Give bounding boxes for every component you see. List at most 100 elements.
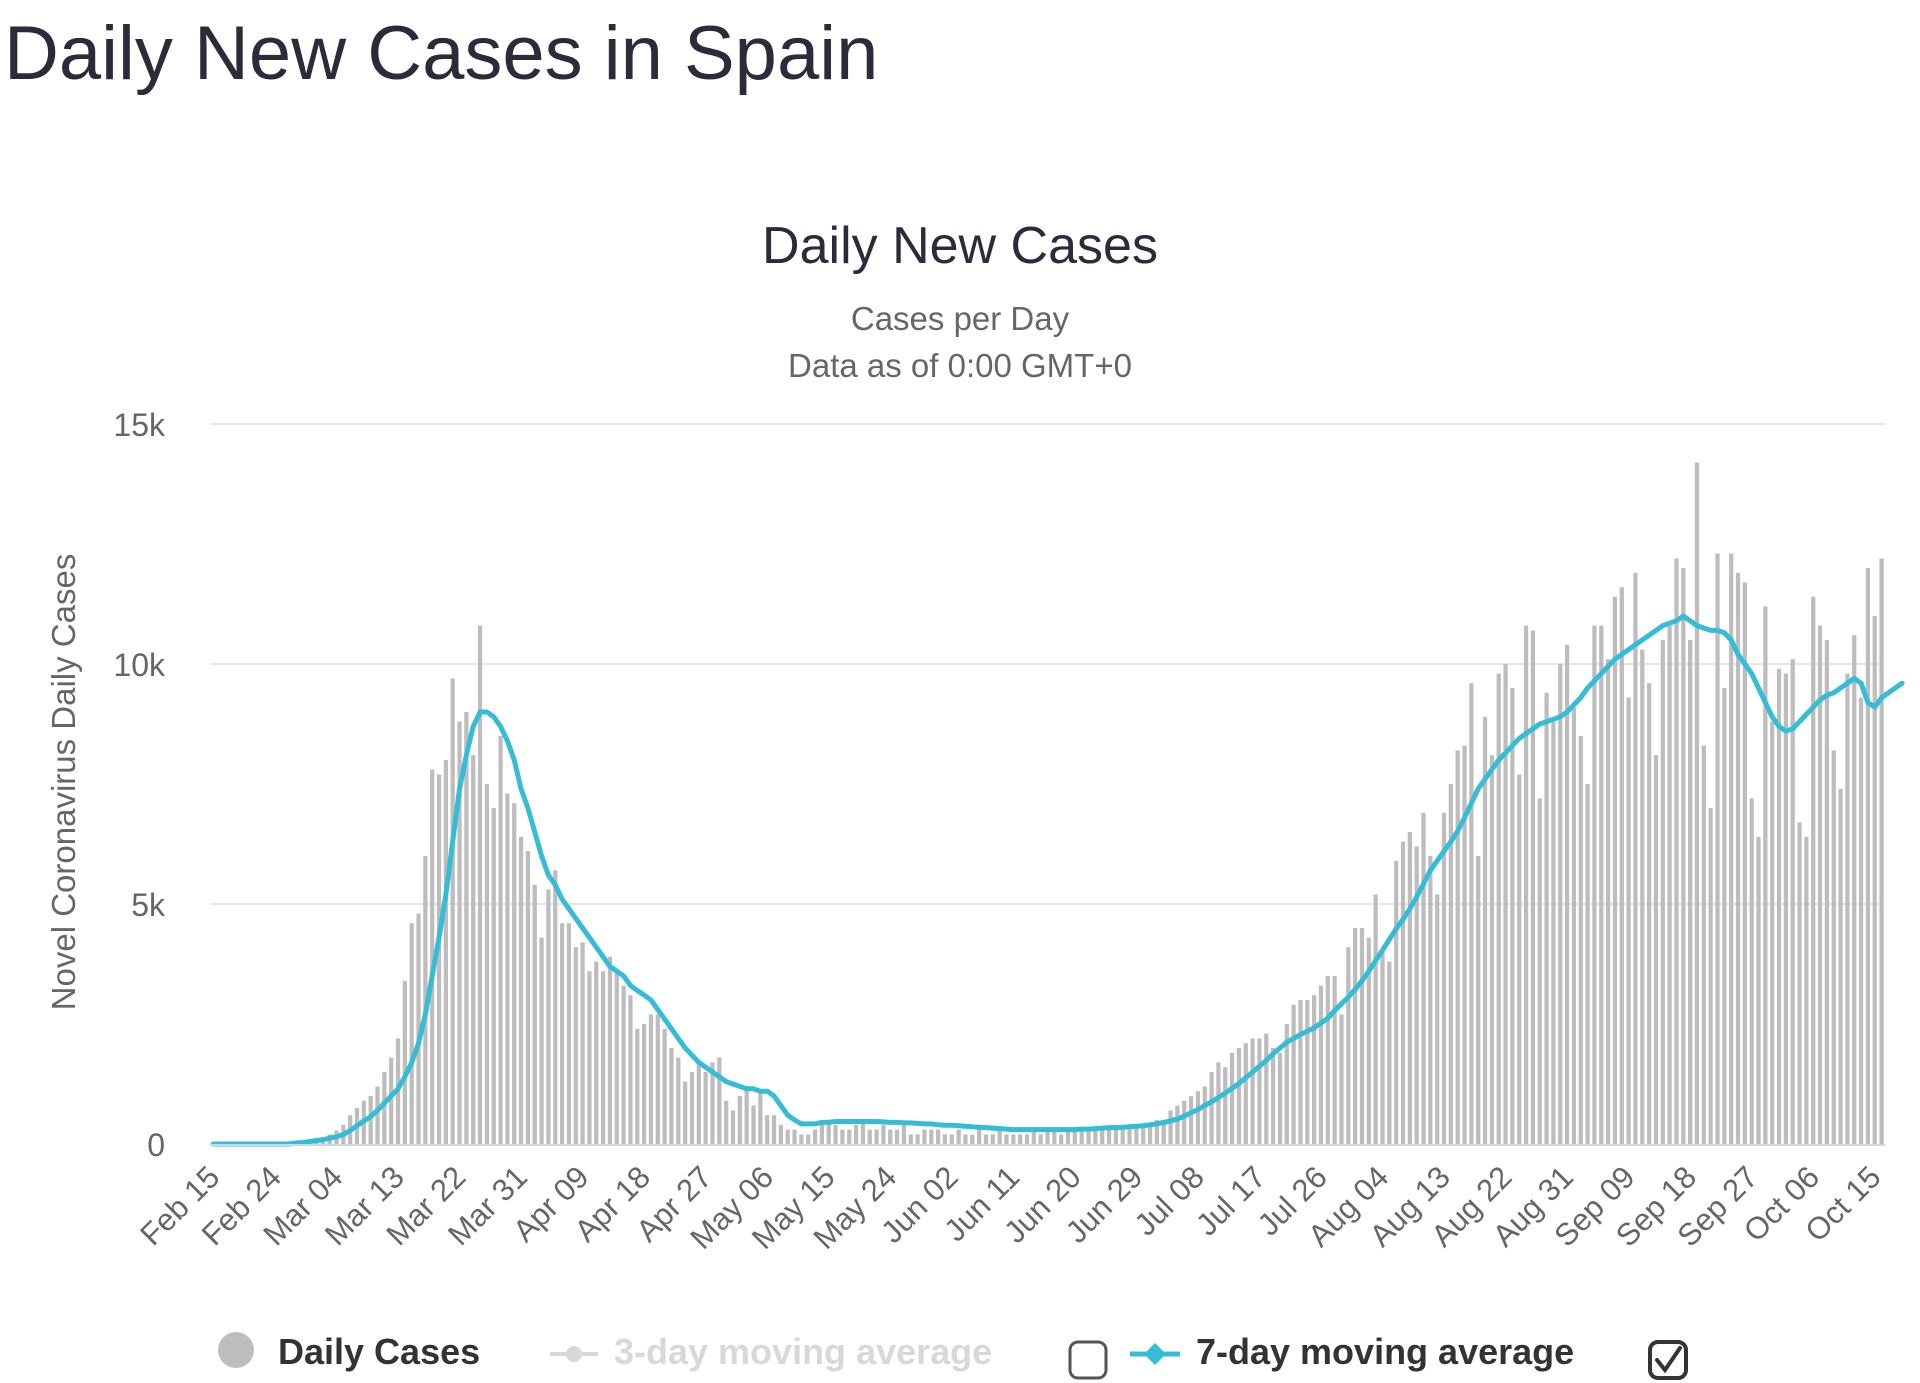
daily-cases-bar xyxy=(1605,659,1611,1144)
daily-cases-bar xyxy=(553,870,558,1144)
daily-cases-bar xyxy=(539,937,544,1144)
daily-cases-bar xyxy=(765,1115,770,1144)
daily-cases-bar xyxy=(689,1072,695,1144)
daily-cases-bar xyxy=(1270,1048,1276,1144)
daily-cases-bar xyxy=(491,808,496,1144)
daily-cases-bar xyxy=(1202,1086,1207,1144)
daily-cases-bar xyxy=(1373,894,1378,1144)
daily-cases-bar xyxy=(1599,625,1604,1144)
daily-cases-bar xyxy=(860,1120,866,1144)
daily-cases-bar xyxy=(1359,928,1365,1144)
daily-cases-bar xyxy=(1879,558,1884,1144)
daily-cases-bar xyxy=(1011,1134,1016,1144)
daily-cases-bar xyxy=(471,755,476,1144)
daily-cases-bar xyxy=(1079,1129,1084,1144)
daily-cases-bar xyxy=(1735,572,1741,1144)
daily-cases-bar xyxy=(498,736,503,1144)
ma3-checkbox[interactable] xyxy=(1068,1340,1108,1380)
daily-cases-bar xyxy=(1496,673,1501,1144)
daily-cases-bar xyxy=(375,1086,380,1144)
daily-cases-bar xyxy=(1482,716,1488,1144)
daily-cases-bar xyxy=(949,1134,954,1144)
daily-cases-bar xyxy=(1031,1129,1036,1144)
daily-cases-bar xyxy=(430,769,435,1144)
ma7-legend-label: 7-day moving average xyxy=(1196,1331,1574,1372)
daily-cases-bar xyxy=(1667,625,1672,1144)
daily-cases-bar xyxy=(1441,812,1447,1144)
daily-cases-bar xyxy=(751,1105,756,1144)
daily-cases-bar xyxy=(409,923,414,1144)
legend-item-ma7[interactable]: 7-day moving average xyxy=(1130,1331,1574,1372)
daily-cases-bar xyxy=(1120,1124,1125,1144)
chart-subtitle-line2: Data as of 0:00 GMT+0 xyxy=(788,347,1132,384)
daily-cases-bar xyxy=(1530,630,1536,1144)
daily-cases-bar xyxy=(901,1124,907,1144)
daily-cases-bar xyxy=(1435,894,1440,1144)
daily-cases-bar xyxy=(587,971,592,1144)
daily-cases-bar xyxy=(1694,462,1700,1144)
daily-cases-bar xyxy=(464,712,469,1144)
daily-cases-bar xyxy=(1065,1129,1071,1144)
daily-cases-bar xyxy=(1804,836,1809,1144)
daily-cases-bar xyxy=(710,1062,715,1144)
daily-cases-bar xyxy=(580,942,585,1144)
daily-cases-bar xyxy=(785,1129,790,1144)
daily-cases-bar xyxy=(1708,808,1713,1144)
daily-cases-bar xyxy=(942,1134,948,1144)
daily-cases-bar xyxy=(1106,1129,1112,1144)
daily-cases-bar xyxy=(1503,664,1508,1144)
daily-cases-bar xyxy=(1325,976,1330,1144)
daily-cases-bar xyxy=(1216,1062,1221,1144)
daily-cases-bar xyxy=(1175,1105,1180,1144)
daily-cases-bar xyxy=(1455,750,1460,1144)
daily-cases-bar xyxy=(1585,784,1590,1144)
daily-cases-bar xyxy=(833,1124,838,1144)
daily-cases-legend-label: Daily Cases xyxy=(278,1331,480,1372)
daily-cases-bar xyxy=(559,923,565,1144)
y-tick-label: 5k xyxy=(131,887,166,923)
daily-cases-bar xyxy=(929,1129,934,1144)
daily-cases-bar xyxy=(642,1024,647,1144)
ma3-legend-marker xyxy=(566,1346,582,1362)
daily-cases-bar xyxy=(970,1134,975,1144)
daily-cases-bar xyxy=(566,923,572,1144)
chart-subtitle-line1: Cases per Day xyxy=(851,300,1070,337)
daily-cases-bar xyxy=(1523,625,1529,1144)
daily-cases-bar xyxy=(1195,1091,1201,1144)
daily-cases-bar xyxy=(1428,856,1433,1144)
daily-cases-bar xyxy=(908,1134,913,1144)
chart-title: Daily New Cases xyxy=(762,217,1158,275)
daily-cases-bars xyxy=(272,462,1884,1144)
daily-cases-bar xyxy=(1284,1024,1289,1144)
daily-cases-bar xyxy=(1250,1038,1255,1144)
daily-cases-bar xyxy=(1872,616,1877,1144)
daily-cases-bar xyxy=(1551,721,1556,1144)
daily-cases-bar xyxy=(983,1134,989,1144)
daily-cases-bar xyxy=(799,1134,804,1144)
daily-cases-bar xyxy=(1462,745,1467,1144)
daily-cases-bar xyxy=(853,1124,859,1144)
daily-cases-bar xyxy=(703,1072,708,1144)
daily-cases-bar xyxy=(389,1057,394,1144)
daily-cases-bar xyxy=(1394,860,1399,1144)
daily-cases-bar xyxy=(819,1124,825,1144)
daily-cases-bar xyxy=(1824,640,1830,1144)
daily-cases-bar xyxy=(1647,683,1652,1144)
daily-cases-bar xyxy=(1353,928,1358,1144)
legend-item-daily-cases[interactable]: Daily Cases xyxy=(218,1331,480,1372)
daily-cases-bar xyxy=(1188,1096,1194,1144)
daily-cases-bar xyxy=(1127,1124,1132,1144)
daily-cases-bar xyxy=(730,1110,736,1144)
legend-item-ma3[interactable]: 3-day moving average xyxy=(550,1331,992,1372)
daily-cases-bar xyxy=(1831,750,1836,1144)
daily-cases-bar xyxy=(402,980,407,1144)
daily-cases-bar xyxy=(874,1129,879,1144)
daily-cases-bar xyxy=(436,774,442,1144)
daily-cases-bar xyxy=(758,1091,763,1144)
daily-cases-bar xyxy=(1701,745,1706,1144)
x-tick-label: Jul 17 xyxy=(1189,1159,1272,1242)
ma7-checkbox[interactable] xyxy=(1648,1340,1688,1380)
daily-cases-bar xyxy=(997,1129,1002,1144)
daily-cases-bar xyxy=(806,1134,811,1144)
